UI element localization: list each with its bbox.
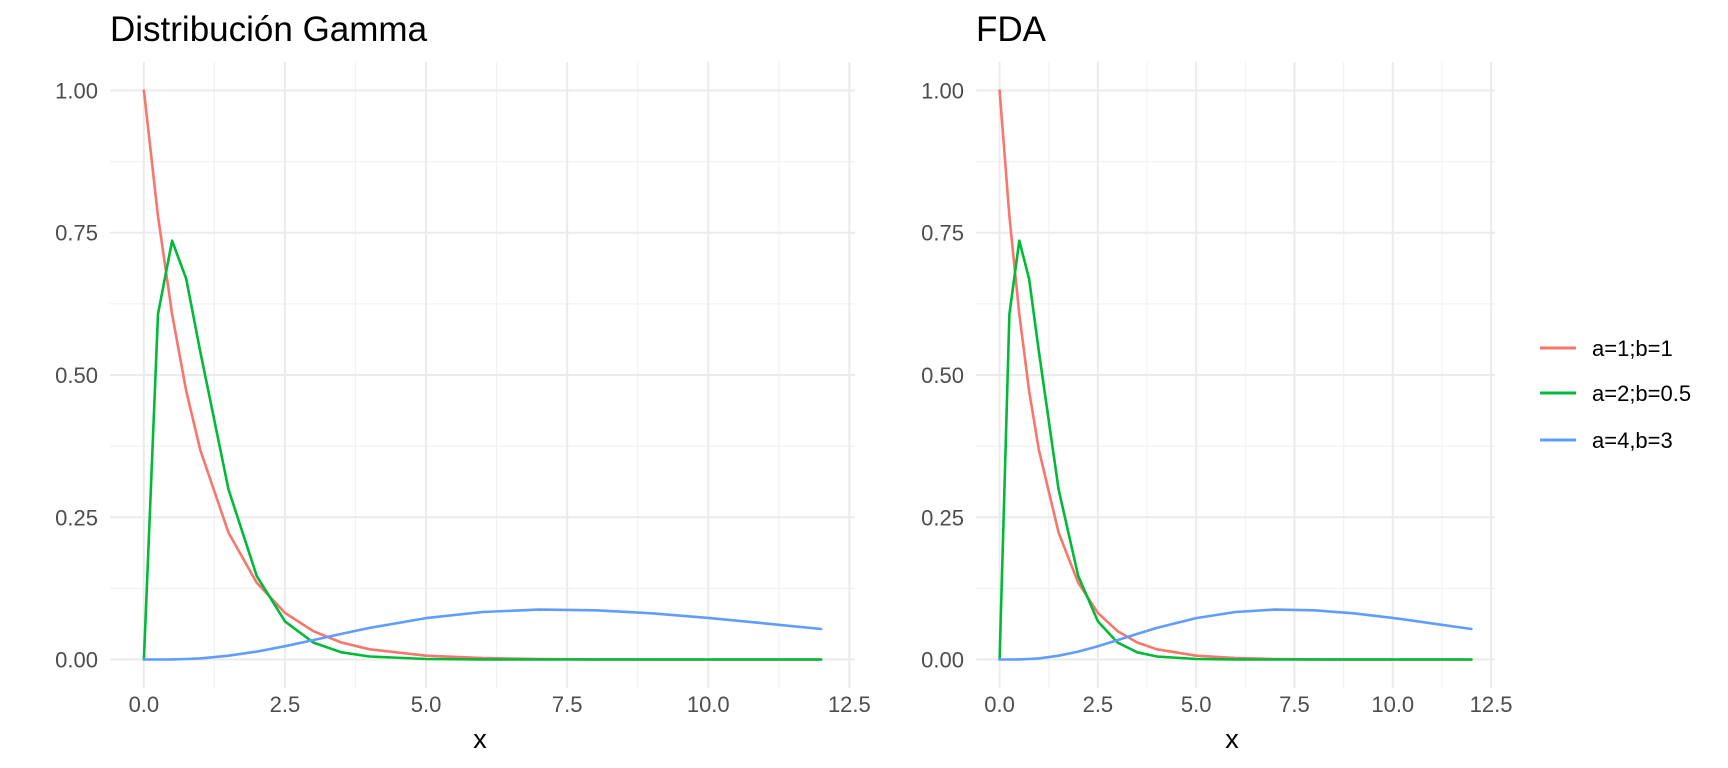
y-tick-label: 0.25 <box>55 505 98 530</box>
series-lines <box>142 89 823 661</box>
x-tick-label: 7.5 <box>552 692 583 717</box>
series-line-a-4-b-3 <box>142 608 823 661</box>
x-tick-label: 5.0 <box>1181 692 1212 717</box>
panel-fda: FDA 0.00 0.25 0.50 0.75 1.00 0.0 2.5 5.0 7.5 10.… <box>921 10 1512 754</box>
x-axis-label: x <box>1225 724 1239 754</box>
legend-label-a2-b05: a=2;b=0.5 <box>1592 381 1691 406</box>
y-axis-ticks: 0.00 0.25 0.50 0.75 1.00 <box>921 78 964 672</box>
y-tick-label: 0.50 <box>55 363 98 388</box>
x-tick-label: 10.0 <box>687 692 730 717</box>
x-axis-ticks: 0.0 2.5 5.0 7.5 10.0 12.5 <box>984 692 1512 717</box>
panel-title: Distribución Gamma <box>110 10 428 49</box>
series-lines <box>998 89 1473 661</box>
y-tick-label: 0.00 <box>55 648 98 673</box>
x-tick-label: 10.0 <box>1371 692 1414 717</box>
series-line-a-2-b-0-5 <box>998 239 1473 661</box>
x-tick-label: 5.0 <box>411 692 442 717</box>
x-tick-label: 2.5 <box>270 692 301 717</box>
y-tick-label: 0.75 <box>55 221 98 246</box>
series-line-a-2-b-0-5 <box>142 239 823 661</box>
x-tick-label: 12.5 <box>1470 692 1513 717</box>
panel-title: FDA <box>976 10 1047 49</box>
x-tick-label: 0.0 <box>129 692 160 717</box>
legend-label-a1-b1: a=1;b=1 <box>1592 336 1673 361</box>
y-tick-label: 0.50 <box>921 363 964 388</box>
grid <box>976 62 1495 688</box>
legend-item: a=1;b=1 <box>1540 336 1673 361</box>
panel-gamma-density: Distribución Gamma 0.000.250.500.751.00 … <box>55 10 871 754</box>
grid <box>110 62 855 688</box>
y-tick-label: 1.00 <box>55 78 98 103</box>
y-axis-ticks: 0.00 0.25 0.50 0.75 1.00 <box>55 78 98 672</box>
y-tick-label: 0.75 <box>921 221 964 246</box>
x-tick-label: 2.5 <box>1083 692 1114 717</box>
x-tick-label: 12.5 <box>828 692 871 717</box>
x-tick-label: 7.5 <box>1279 692 1310 717</box>
legend-item: a=2;b=0.5 <box>1540 381 1691 406</box>
legend-item: a=4,b=3 <box>1540 428 1673 453</box>
x-axis-ticks: 0.0 2.5 5.0 7.5 10.0 12.5 <box>129 692 871 717</box>
y-tick-label: 0.00 <box>921 648 964 673</box>
x-axis-label: x <box>473 724 487 754</box>
series-line-a-4-b-3 <box>998 608 1473 661</box>
x-tick-label: 0.0 <box>984 692 1015 717</box>
legend: a=1;b=1 a=2;b=0.5 a=4,b=3 <box>1540 336 1691 453</box>
y-tick-label: 1.00 <box>921 78 964 103</box>
legend-label-a4-b3: a=4,b=3 <box>1592 428 1673 453</box>
y-tick-label: 0.25 <box>921 505 964 530</box>
